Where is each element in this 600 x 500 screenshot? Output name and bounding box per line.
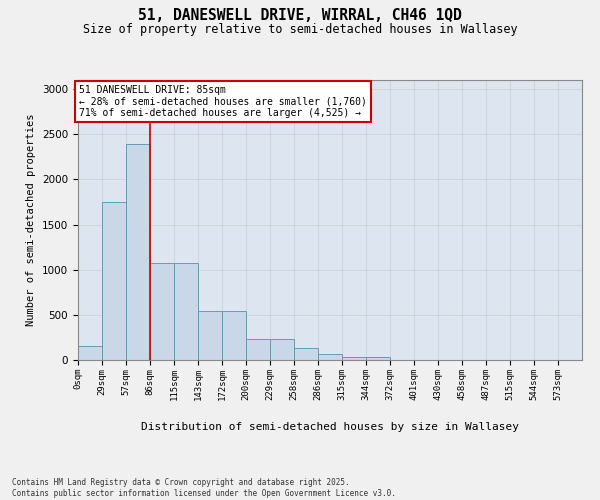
Bar — [270, 339, 294, 360]
Bar — [246, 339, 270, 360]
Text: Distribution of semi-detached houses by size in Wallasey: Distribution of semi-detached houses by … — [141, 422, 519, 432]
Text: Contains HM Land Registry data © Crown copyright and database right 2025.
Contai: Contains HM Land Registry data © Crown c… — [12, 478, 396, 498]
Bar — [366, 358, 390, 360]
Text: Size of property relative to semi-detached houses in Wallasey: Size of property relative to semi-detach… — [83, 22, 517, 36]
Text: 51, DANESWELL DRIVE, WIRRAL, CH46 1QD: 51, DANESWELL DRIVE, WIRRAL, CH46 1QD — [138, 8, 462, 22]
Bar — [150, 263, 174, 360]
Bar — [318, 354, 342, 360]
Bar — [198, 311, 222, 360]
Y-axis label: Number of semi-detached properties: Number of semi-detached properties — [26, 114, 37, 326]
Bar — [174, 263, 198, 360]
Bar — [102, 202, 126, 360]
Bar — [126, 144, 150, 360]
Bar — [342, 358, 366, 360]
Text: 51 DANESWELL DRIVE: 85sqm
← 28% of semi-detached houses are smaller (1,760)
71% : 51 DANESWELL DRIVE: 85sqm ← 28% of semi-… — [79, 84, 367, 117]
Bar — [294, 348, 318, 360]
Bar — [78, 346, 102, 360]
Bar — [222, 311, 246, 360]
